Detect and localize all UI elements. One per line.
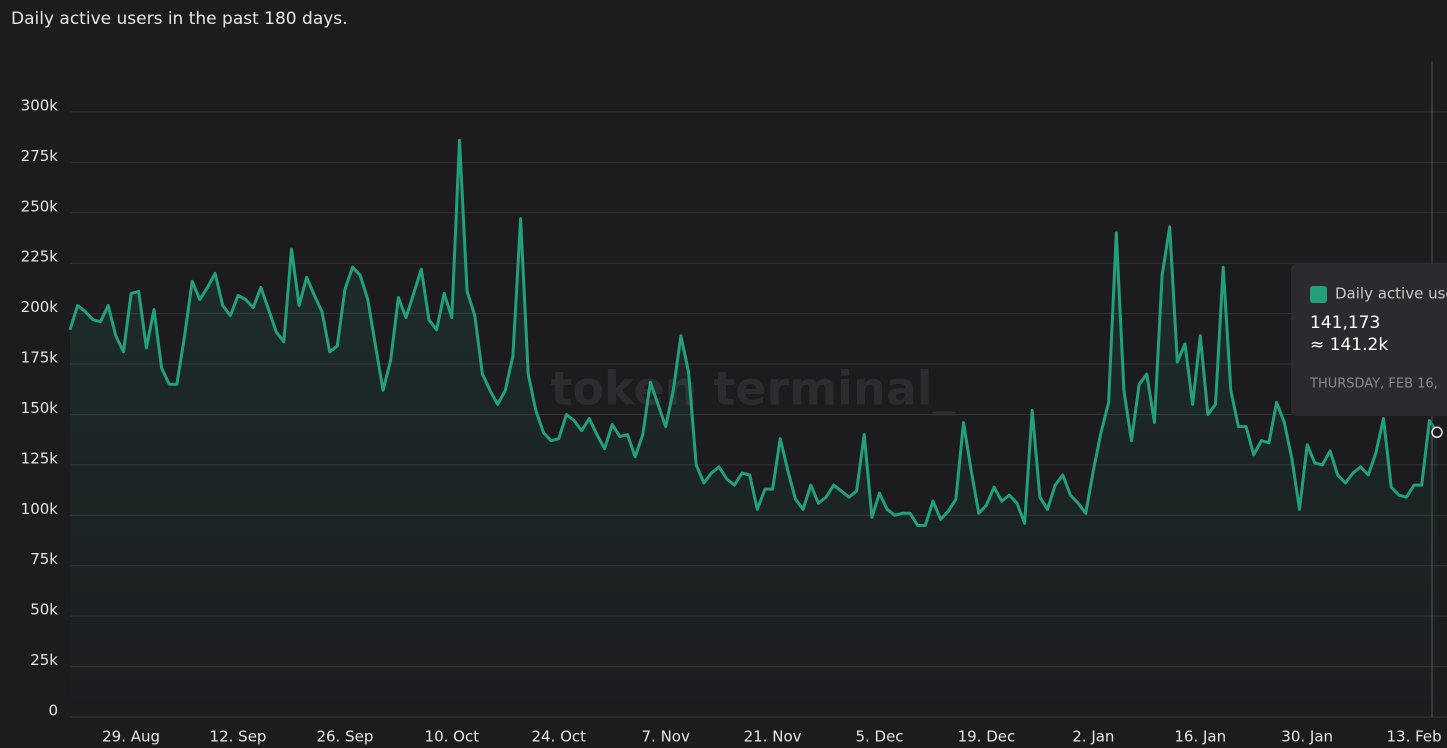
tooltip-swatch [1310,286,1327,303]
x-tick-label: 5. Dec [855,728,903,746]
y-tick-label: 50k [30,601,58,619]
watermark: token terminal_ [550,362,955,416]
x-tick-label: 26. Sep [316,728,373,746]
tooltip-box [1291,264,1447,416]
y-tick-label: 200k [21,298,59,316]
x-tick-label: 24. Oct [531,728,586,746]
y-tick-label: 175k [21,349,59,367]
x-tick-label: 16. Jan [1174,728,1226,746]
x-tick-label: 21. Nov [744,728,802,746]
x-tick-label: 19. Dec [958,728,1016,746]
line [68,138,1439,527]
tooltip-date: THURSDAY, FEB 16, [1309,377,1438,392]
y-tick-label: 100k [21,500,59,518]
y-tick-label: 125k [21,449,59,467]
x-tick-label: 30. Jan [1281,728,1333,746]
y-tick-label: 75k [30,550,58,568]
hover-point [1431,426,1443,439]
y-tick-label: 25k [30,651,58,669]
area [70,140,1437,717]
x-tick-label: 29. Aug [102,728,160,746]
x-tick-label: 10. Oct [425,728,480,746]
y-tick-label: 0 [48,702,58,720]
plot: 0 25k 50k 75k 100k 125k 150k 175k 200k 225k 250k 27… [21,61,1447,746]
tooltip-approx: ≈ 141.2k [1310,335,1388,355]
x-tick-label: 7. Nov [641,728,689,746]
tooltip-series: Daily active users [1335,285,1447,303]
tooltip: Daily active users 141,173≈ 141.2k THURSDA… [1291,264,1447,416]
x-tick-label: 13. Feb [1386,728,1441,746]
y-tick-label: 300k [21,96,59,114]
y-tick-label: 275k [21,147,59,165]
chart-title: Daily active users in the past 180 days. [11,9,348,29]
x-tick-label: 12. Sep [210,728,267,746]
y-tick-label: 225k [21,248,59,266]
x-tick-label: 2. Jan [1072,728,1114,746]
y-tick-label: 150k [21,399,59,417]
y-tick-label: 250k [21,197,59,215]
tooltip-value: 141,173 [1310,313,1380,333]
